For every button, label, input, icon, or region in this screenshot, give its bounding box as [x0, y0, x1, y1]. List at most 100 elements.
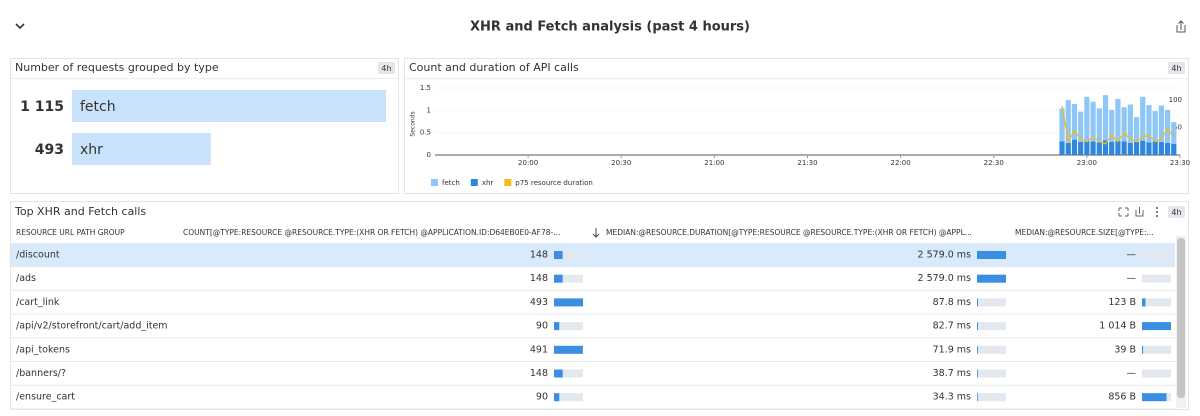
cell-bar: [977, 369, 978, 378]
badge: [1168, 206, 1185, 218]
bar-segment: [1071, 103, 1078, 140]
x-tick-label: 22:30: [984, 159, 1004, 167]
cell-bar: [977, 322, 978, 331]
count-cell: 148: [530, 273, 548, 284]
bar-track: [1142, 251, 1171, 259]
path-cell: /banners/?: [16, 368, 66, 379]
bar-segment: [1133, 141, 1140, 155]
bar-segment: [1127, 142, 1133, 155]
duration-cell: 71.9 ms: [933, 344, 971, 355]
y2-tick-label: 100: [1169, 96, 1182, 104]
cell-bar: [977, 274, 1006, 283]
sort-arrow: [592, 228, 600, 238]
cell-bar: [977, 393, 978, 402]
bar-track: [554, 251, 583, 259]
bar-track: [1142, 369, 1171, 378]
count-cell: 148: [530, 250, 548, 261]
bar-segment: [1065, 142, 1071, 155]
badge-text: 4h: [381, 64, 391, 73]
x-tick-label: 20:30: [611, 159, 631, 167]
bar-segment: [1084, 140, 1090, 155]
path-cell: /api/v2/storefront/cart/add_item: [16, 321, 168, 332]
bar-segment: [1078, 111, 1084, 142]
share-icon[interactable]: [1135, 207, 1144, 217]
share-icon[interactable]: [1176, 20, 1186, 33]
expand-icon[interactable]: [1118, 207, 1129, 217]
path-cell: /ensure_cart: [16, 392, 75, 403]
cell-bar: [1142, 298, 1146, 307]
bar-segment: [1059, 108, 1065, 142]
bar-track: [1142, 274, 1171, 283]
count-cell: 493: [530, 297, 548, 308]
duration-cell: 82.7 ms: [933, 321, 971, 332]
y-tick-label: 0.5: [420, 129, 431, 137]
count-cell: 90: [536, 321, 548, 332]
bar-segment: [1115, 140, 1121, 155]
y-tick-label: 0: [427, 151, 431, 159]
bar-track: [977, 393, 1006, 402]
menu-dot[interactable]: [1156, 215, 1158, 217]
cell-bar: [977, 251, 1006, 259]
dashboard-title: XHR and Fetch analysis (past 4 hours): [470, 20, 750, 35]
y-tick-label: 1: [427, 106, 431, 114]
legend-label: p75 resource duration: [515, 179, 593, 187]
cell-bar: [554, 274, 563, 283]
legend-swatch: [504, 179, 512, 186]
y-axis-label: Seconds: [410, 111, 417, 136]
bar-segment: [1171, 144, 1177, 155]
bar-segment: [1102, 140, 1109, 155]
x-tick-label: 20:00: [518, 159, 538, 167]
size-cell: 856 B: [1108, 392, 1136, 403]
legend-swatch: [470, 179, 478, 186]
value-label: 493: [35, 142, 64, 158]
badge: [378, 62, 395, 74]
legend-label: xhr: [482, 179, 494, 187]
bar-segment: [1109, 109, 1115, 142]
value-label: 1 115: [20, 99, 64, 115]
bar-segment: [1140, 140, 1146, 155]
path-cell: /api_tokens: [16, 344, 70, 355]
cell-bar: [554, 251, 563, 259]
x-tick-label: 21:00: [704, 159, 724, 167]
bar-segment: [1084, 96, 1090, 141]
bar-track: [977, 298, 1006, 307]
widget-title: Top XHR and Fetch calls: [14, 205, 146, 218]
category-label: fetch: [80, 99, 116, 115]
cell-bar: [1142, 322, 1171, 331]
cell-bar: [554, 298, 583, 307]
x-tick-label: 23:00: [1077, 159, 1097, 167]
bar-segment: [1133, 117, 1140, 142]
x-tick-label: 22:00: [891, 159, 911, 167]
menu-dot[interactable]: [1156, 207, 1158, 209]
widget-title: Count and duration of API calls: [409, 61, 579, 74]
path-cell: /discount: [16, 250, 60, 261]
collapse-chevron[interactable]: [15, 23, 25, 30]
badge-text: 4h: [1171, 208, 1181, 217]
size-cell: —: [1127, 273, 1137, 284]
bar-segment: [1171, 122, 1177, 145]
bar-track: [554, 369, 583, 378]
count-cell: 148: [530, 368, 548, 379]
duration-cell: 34.3 ms: [933, 392, 971, 403]
bar-segment: [1146, 105, 1152, 143]
duration-cell: 2 579.0 ms: [918, 250, 972, 261]
bar-segment: [1146, 142, 1152, 155]
bar-track: [554, 322, 583, 331]
api-calls-widget: [404, 58, 1189, 194]
bar-segment: [1109, 141, 1115, 155]
bar-segment: [1152, 111, 1158, 142]
bar-segment: [1158, 141, 1164, 155]
category-label: xhr: [80, 142, 103, 158]
bar-segment: [1071, 139, 1078, 155]
row-highlight: [11, 243, 1175, 267]
bar-segment: [1065, 100, 1071, 143]
path-cell: /ads: [16, 273, 36, 284]
bar-segment: [1127, 104, 1133, 143]
widget-title: Number of requests grouped by type: [15, 61, 219, 74]
cell-bar: [554, 322, 560, 331]
x-tick-label: 23:30: [1170, 159, 1190, 167]
legend-swatch: [431, 179, 438, 186]
scrollbar-thumb[interactable]: [1177, 238, 1185, 398]
duration-cell: 2 579.0 ms: [918, 273, 972, 284]
menu-dot[interactable]: [1156, 211, 1158, 213]
